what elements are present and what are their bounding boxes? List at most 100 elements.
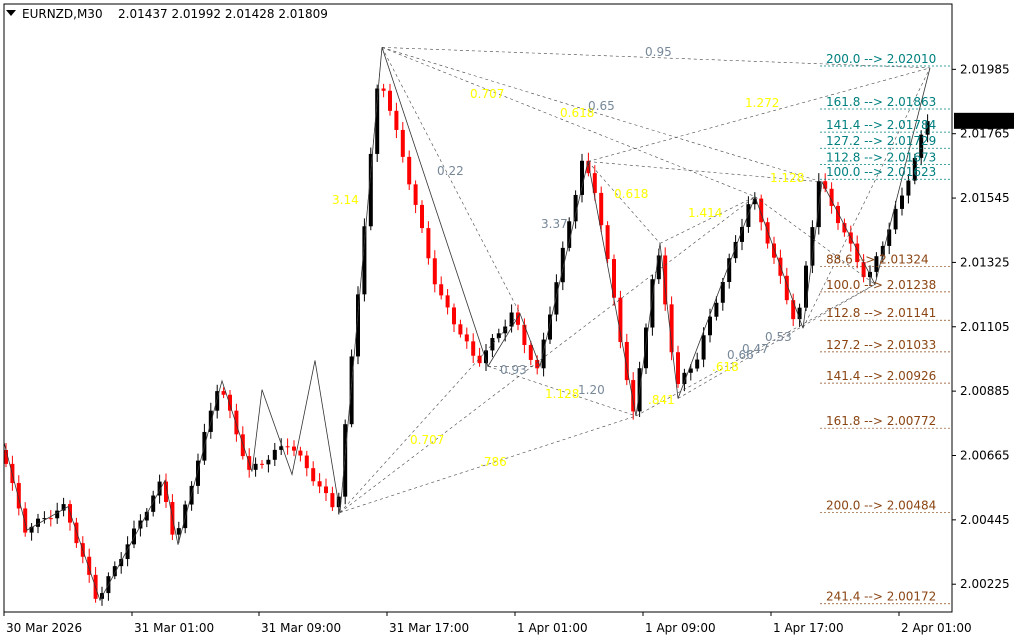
chart-symbol: EURNZD,M30 bbox=[22, 7, 103, 21]
candle-body bbox=[420, 204, 424, 229]
fib-level-label: 141.4 --> 2.00926 bbox=[826, 369, 936, 383]
candle-body bbox=[682, 372, 687, 385]
candle-body bbox=[439, 284, 444, 296]
candles-layer bbox=[4, 83, 930, 606]
candle-body bbox=[496, 333, 501, 338]
candle-body bbox=[605, 225, 610, 260]
candle-body bbox=[592, 173, 597, 193]
y-tick-label: 2.00445 bbox=[960, 513, 1010, 527]
x-tick-label: 31 Mar 17:00 bbox=[389, 621, 469, 635]
candle-body bbox=[880, 245, 885, 257]
ratio-label: 3.14 bbox=[332, 193, 359, 207]
candle-body bbox=[708, 316, 712, 336]
candle-body bbox=[618, 297, 623, 342]
candle-body bbox=[893, 208, 898, 230]
candle-body bbox=[567, 221, 572, 248]
candle-body bbox=[560, 247, 565, 283]
candle-body bbox=[55, 510, 60, 519]
candle-body bbox=[432, 258, 437, 285]
candle-body bbox=[797, 307, 802, 320]
candle-body bbox=[580, 160, 584, 195]
candle-body bbox=[336, 496, 341, 508]
fib-level-label: 200.0 --> 2.00484 bbox=[826, 498, 936, 512]
candle-body bbox=[452, 307, 456, 325]
harmonic-dashed-line bbox=[587, 67, 931, 162]
candle-body bbox=[746, 204, 751, 227]
harmonic-dashed-line bbox=[754, 196, 876, 285]
candle-body bbox=[727, 258, 732, 283]
ratio-label: 0.95 bbox=[645, 45, 672, 59]
candle-body bbox=[144, 511, 149, 521]
harmonic-dashed-line bbox=[677, 284, 876, 399]
harmonic-dashed-line bbox=[487, 365, 637, 417]
candle-body bbox=[464, 334, 469, 342]
candle-body bbox=[752, 198, 757, 205]
candle-body bbox=[836, 205, 840, 224]
candle-body bbox=[112, 566, 117, 577]
candle-body bbox=[260, 463, 264, 465]
fib-level-label: 141.4 --> 2.01784 bbox=[826, 118, 936, 132]
ratio-label: 1.414 bbox=[688, 206, 722, 220]
ratio-label: 0.47 bbox=[742, 342, 769, 356]
candle-body bbox=[548, 314, 552, 340]
candle-body bbox=[394, 110, 399, 130]
ratio-label: .841 bbox=[648, 393, 675, 407]
y-tick-label: 2.01765 bbox=[960, 127, 1010, 141]
candle-body bbox=[804, 265, 808, 308]
candle-body bbox=[695, 359, 700, 369]
candle-body bbox=[4, 449, 8, 464]
fib-level-label: 88.6 --> 2.01324 bbox=[826, 253, 929, 267]
candle-body bbox=[221, 391, 226, 395]
candle-body bbox=[356, 294, 360, 357]
candle-body bbox=[516, 312, 520, 325]
candle-body bbox=[157, 481, 162, 496]
harmonic-dashed-line bbox=[587, 161, 661, 244]
candle-body bbox=[164, 481, 168, 502]
candle-body bbox=[343, 424, 348, 497]
candle-body bbox=[215, 391, 220, 411]
candle-body bbox=[285, 446, 290, 448]
y-tick-label: 2.01325 bbox=[960, 255, 1010, 269]
candle-body bbox=[829, 188, 834, 206]
harmonic-dashed-line bbox=[381, 47, 823, 183]
candle-body bbox=[330, 493, 335, 508]
candle-body bbox=[324, 486, 328, 494]
candle-body bbox=[349, 356, 354, 425]
candle-body bbox=[688, 368, 693, 373]
candle-body bbox=[900, 195, 904, 209]
chevron-down-icon[interactable] bbox=[6, 10, 16, 16]
candle-body bbox=[554, 282, 559, 315]
candle-body bbox=[413, 184, 418, 205]
fib-layer: 200.0 --> 2.02010 161.8 --> 2.01863 141.4 … bbox=[820, 52, 952, 605]
candle-body bbox=[125, 544, 130, 560]
candle-body bbox=[375, 88, 380, 154]
candle-body bbox=[855, 243, 860, 263]
candle-body bbox=[279, 446, 284, 450]
ratio-label: 1.272 bbox=[745, 96, 779, 110]
ratio-label: 1.128 bbox=[545, 387, 579, 401]
harmonic-dashed-line bbox=[339, 313, 521, 513]
fib-level-label: 127.2 --> 2.01033 bbox=[826, 338, 936, 352]
candle-body bbox=[765, 222, 770, 244]
fib-level-label: 100.0 --> 2.01238 bbox=[826, 278, 936, 292]
candle-body bbox=[535, 359, 540, 369]
candle-body bbox=[317, 481, 322, 487]
ratio-label: .786 bbox=[480, 455, 507, 469]
candle-body bbox=[311, 468, 316, 482]
candle-body bbox=[36, 518, 40, 527]
candle-body bbox=[490, 337, 495, 351]
candle-body bbox=[522, 324, 527, 345]
fib-level-label: 127.2 --> 2.01729 bbox=[826, 134, 936, 148]
candle-body bbox=[663, 255, 668, 305]
fib-level-label: 112.8 --> 2.01673 bbox=[826, 151, 936, 165]
candle-body bbox=[407, 156, 412, 185]
candle-body bbox=[925, 121, 930, 135]
candle-body bbox=[400, 129, 405, 157]
ratio-label: .618 bbox=[712, 360, 739, 374]
candle-body bbox=[471, 341, 476, 356]
candle-body bbox=[631, 380, 636, 412]
candle-body bbox=[368, 153, 373, 227]
